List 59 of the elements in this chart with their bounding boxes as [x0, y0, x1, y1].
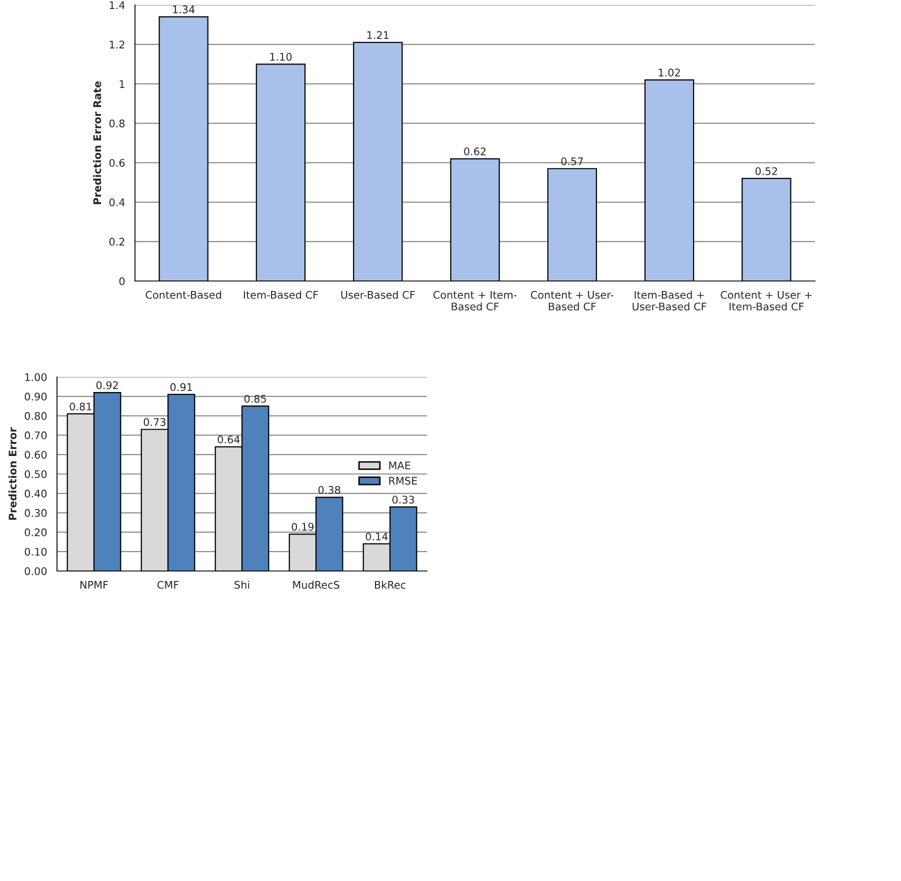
bar: [256, 64, 306, 281]
y-tick-label: 0.20: [24, 528, 47, 536]
data-label: 1.34: [173, 6, 195, 14]
data-label: 0.52: [756, 167, 777, 176]
y-tick-label: 0.6: [109, 158, 125, 167]
data-label: 0.62: [464, 147, 486, 156]
data-label: 0.19: [292, 522, 314, 531]
data-label: 0.14: [366, 532, 388, 540]
data-label: 0.57: [561, 157, 583, 166]
data-label: 1.10: [270, 52, 292, 61]
data-label: 0.91: [170, 383, 192, 392]
y-tick-label: 0.60: [24, 450, 47, 459]
data-label: 0.33: [392, 496, 414, 504]
x-tick-label: MudRecS: [293, 580, 340, 589]
y-tick-label: 0.8: [109, 120, 125, 128]
data-label: 0.81: [70, 402, 92, 410]
y-tick-label: 0: [119, 277, 125, 286]
y-tick-label: 0.30: [24, 509, 47, 517]
data-label: 1.21: [367, 31, 388, 39]
y-tick-label: 0.40: [24, 490, 47, 498]
data-label: 1.02: [658, 68, 680, 77]
y-tick-label: 0.90: [24, 392, 47, 401]
y-axis-title: Prediction Error Rate: [93, 81, 102, 204]
bar: [158, 16, 208, 281]
x-tick-label: Content + Item- Based CF: [433, 290, 517, 310]
x-tick-label: Item-Based + User-Based CF: [632, 290, 706, 310]
y-axis-title: Prediction Error: [8, 427, 17, 520]
x-tick-label: NPMF: [80, 581, 108, 589]
bar: [353, 42, 403, 281]
legend-label: RMSE: [389, 476, 417, 485]
x-tick-label: Item-Based CF: [244, 290, 318, 299]
y-tick-label: 0.10: [24, 548, 47, 556]
x-tick-label: User-Based CF: [341, 290, 415, 299]
data-label: 0.92: [96, 381, 118, 390]
x-tick-label: CMF: [157, 580, 179, 589]
y-tick-label: 1.4: [110, 1, 125, 9]
bar: [450, 158, 500, 281]
x-tick-label: BkRec: [374, 580, 406, 589]
x-tick-label: Content + User + Item-Based CF: [720, 290, 812, 310]
y-tick-label: 0.2: [109, 238, 124, 246]
bar: [644, 79, 694, 281]
y-tick-label: 1.00: [25, 373, 47, 382]
y-tick-label: 0.00: [24, 567, 47, 576]
bar: [742, 178, 792, 281]
y-tick-label: 0.4: [109, 198, 125, 206]
y-tick-label: 0.50: [24, 470, 47, 478]
y-tick-label: 0.80: [24, 412, 47, 420]
data-label: 0.73: [144, 418, 166, 426]
y-tick-label: 0.70: [24, 431, 47, 440]
x-tick-label: Content + User- Based CF: [530, 290, 614, 310]
legend-label: MAE: [389, 462, 410, 470]
data-label: 0.38: [318, 486, 340, 494]
data-label: 0.64: [218, 436, 240, 444]
bar: [547, 168, 597, 281]
y-tick-label: 1: [120, 80, 124, 88]
data-label: 0.85: [244, 394, 266, 403]
y-tick-label: 1.2: [110, 40, 124, 48]
x-tick-label: Content-Based: [146, 290, 222, 299]
x-tick-label: Shi: [234, 580, 250, 589]
